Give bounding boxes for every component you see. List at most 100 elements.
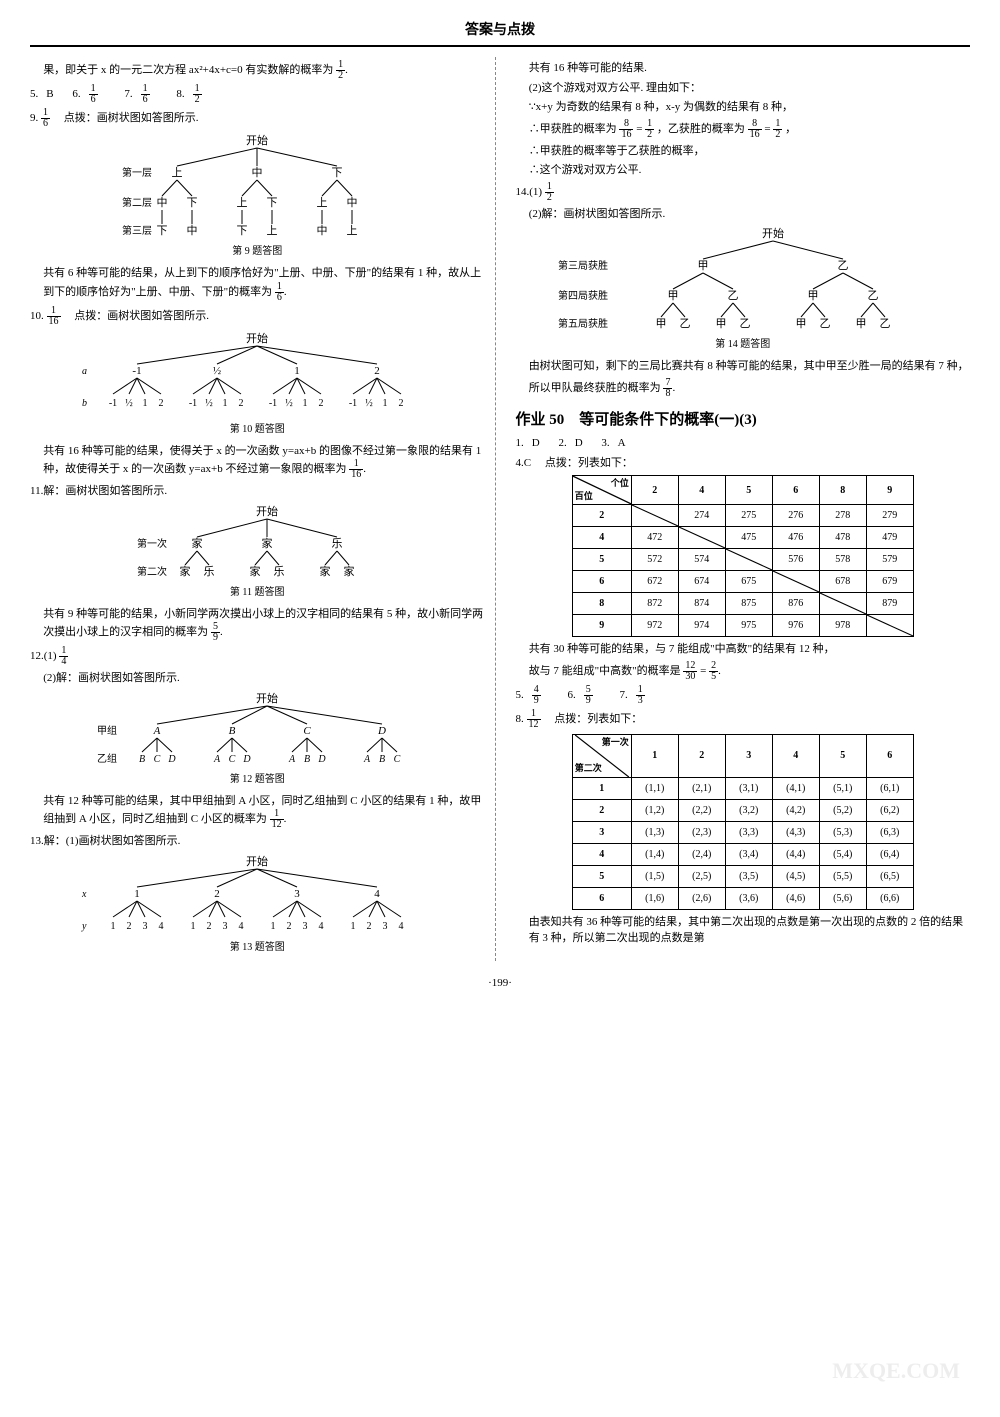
q13c-4: ∴甲获胜的概率为 816 = 12 ，乙获胜的概率为 816 = 12 ，: [516, 119, 971, 140]
content-columns: 果，即关于 x 的一元二次方程 ax²+4x+c=0 有实数解的概率为 12. …: [30, 57, 970, 961]
svg-text:D: D: [243, 754, 252, 765]
svg-text:乙: 乙: [679, 317, 690, 330]
svg-text:乙: 乙: [837, 259, 848, 272]
svg-text:-1: -1: [133, 365, 142, 377]
svg-text:2: 2: [375, 365, 381, 377]
q12-tree: 开始 甲组 A B C D 乙组 BCD ACD ABD ABC: [67, 690, 447, 770]
svg-text:下: 下: [187, 197, 198, 209]
q12-explain: 共有 12 种等可能的结果，其中甲组抽到 A 小区，同时乙组抽到 C 小区的结果…: [30, 793, 485, 831]
svg-text:甲: 甲: [667, 290, 678, 302]
svg-text:B: B: [139, 754, 145, 765]
q4-explain1: 共有 30 种等可能的结果，与 7 能组成"中高数"的结果有 12 种，: [516, 641, 971, 658]
svg-text:2: 2: [287, 921, 292, 932]
q10-caption: 第 10 题答图: [30, 422, 485, 437]
svg-text:D: D: [168, 754, 177, 765]
intro-line: 果，即关于 x 的一元二次方程 ax²+4x+c=0 有实数解的概率为 12.: [30, 60, 485, 81]
svg-text:3: 3: [295, 888, 301, 900]
q13-tree: 开始 x 1 2 3 4 y 1234 1234 1234 1234: [67, 853, 447, 938]
svg-text:½: ½: [126, 398, 134, 409]
svg-text:中: 中: [252, 166, 263, 179]
q4-table: 个位百位245689227427527627827944724754764784…: [572, 475, 914, 637]
svg-text:-1: -1: [189, 398, 197, 409]
svg-text:B: B: [379, 754, 385, 765]
svg-text:甲: 甲: [697, 260, 708, 272]
q11-explain: 共有 9 种等可能的结果，小新同学两次摸出小球上的汉字相同的结果有 5 种，故小…: [30, 606, 485, 644]
answers-5-7: 5.49 6.59 7.13: [516, 685, 971, 706]
svg-text:½: ½: [366, 398, 374, 409]
q13c-5: ∴甲获胜的概率等于乙获胜的概率，: [516, 143, 971, 160]
svg-text:2: 2: [399, 398, 404, 409]
svg-text:C: C: [154, 754, 161, 765]
svg-text:A: A: [288, 754, 296, 765]
svg-text:第四局获胜: 第四局获胜: [558, 289, 608, 302]
svg-text:乙: 乙: [879, 317, 890, 330]
q4-line: 4.C 点拨：列表如下：: [516, 455, 971, 472]
svg-text:家: 家: [250, 564, 261, 578]
svg-text:1: 1: [295, 365, 301, 377]
q13c-2: (2)这个游戏对双方公平. 理由如下：: [516, 80, 971, 97]
svg-text:1: 1: [111, 921, 116, 932]
svg-text:4: 4: [159, 921, 164, 932]
answers-5-8: 5.B 6.16 7.16 8.12: [30, 84, 485, 105]
q10-tree: 开始 a -1 ½ 1 2 b -1½12 -1½12 -1½12 -1½12: [67, 330, 447, 420]
svg-text:2: 2: [159, 398, 164, 409]
svg-text:第一层: 第一层: [122, 166, 152, 179]
svg-text:1: 1: [143, 398, 148, 409]
svg-text:C: C: [304, 725, 312, 737]
svg-text:第一次: 第一次: [137, 537, 167, 550]
q14-explain1: 由树状图可知，剩下的三局比赛共有 8 种等可能的结果，其中甲至少胜一局的结果有 …: [516, 358, 971, 375]
q14-tree: 开始 第三局获胜 甲 乙 第四局获胜 甲乙 甲乙 第五局获胜 甲乙 甲乙 甲: [543, 225, 943, 335]
svg-text:½: ½: [286, 398, 294, 409]
svg-text:3: 3: [383, 921, 388, 932]
svg-text:-1: -1: [269, 398, 277, 409]
svg-text:中: 中: [157, 196, 168, 209]
svg-text:B: B: [229, 725, 236, 737]
svg-text:乙: 乙: [867, 289, 878, 302]
q14-explain2: 所以甲队最终获胜的概率为 78.: [516, 378, 971, 399]
page-number: ·199·: [30, 975, 970, 992]
svg-text:下: 下: [332, 167, 343, 179]
svg-text:2: 2: [319, 398, 324, 409]
svg-text:甲: 甲: [855, 318, 866, 330]
svg-text:家: 家: [320, 564, 331, 578]
svg-text:乙: 乙: [819, 317, 830, 330]
svg-text:家: 家: [262, 536, 273, 550]
q9-explain: 共有 6 种等可能的结果，从上到下的顺序恰好为"上册、中册、下册"的结果有 1 …: [30, 265, 485, 303]
svg-text:3: 3: [303, 921, 308, 932]
svg-text:2: 2: [239, 398, 244, 409]
page-header: 答案与点拨: [30, 20, 970, 47]
svg-text:1: 1: [303, 398, 308, 409]
svg-text:D: D: [318, 754, 327, 765]
q11-tree: 开始 第一次 家 家 乐 第二次 家乐 家乐 家家: [97, 503, 417, 583]
svg-text:2: 2: [207, 921, 212, 932]
svg-text:中: 中: [317, 224, 328, 237]
svg-text:-1: -1: [109, 398, 117, 409]
q4-explain2: 故与 7 能组成"中高数"的概率是 1230 = 25.: [516, 661, 971, 682]
svg-text:4: 4: [319, 921, 324, 932]
svg-text:y: y: [81, 921, 87, 932]
svg-text:乙: 乙: [727, 289, 738, 302]
watermark: MXQE.COM: [832, 1354, 960, 1387]
svg-text:第三局获胜: 第三局获胜: [558, 259, 608, 272]
svg-text:上: 上: [237, 196, 248, 209]
svg-text:第五局获胜: 第五局获胜: [558, 317, 608, 330]
q9-line: 9. 16 点拨：画树状图如答图所示.: [30, 108, 485, 129]
q14-part2: (2)解：画树状图如答图所示.: [516, 206, 971, 223]
svg-text:a: a: [82, 366, 87, 377]
svg-text:乙组: 乙组: [97, 752, 117, 765]
svg-text:1: 1: [351, 921, 356, 932]
q13c-1: 共有 16 种等可能的结果.: [516, 60, 971, 77]
svg-text:½: ½: [213, 365, 221, 377]
svg-text:中: 中: [187, 224, 198, 237]
q8-table: 第一次第二次1234561(1,1)(2,1)(3,1)(4,1)(5,1)(6…: [572, 734, 914, 910]
svg-text:A: A: [363, 754, 371, 765]
q12-part2: (2)解：画树状图如答图所示.: [30, 670, 485, 687]
svg-text:C: C: [394, 754, 401, 765]
svg-text:第三层: 第三层: [122, 224, 152, 237]
svg-text:乐: 乐: [274, 565, 285, 578]
svg-text:1: 1: [271, 921, 276, 932]
svg-text:2: 2: [127, 921, 132, 932]
q9-caption: 第 9 题答图: [30, 244, 485, 259]
svg-text:b: b: [82, 398, 87, 409]
answers-1-3: 1.D 2.D 3.A: [516, 435, 971, 452]
